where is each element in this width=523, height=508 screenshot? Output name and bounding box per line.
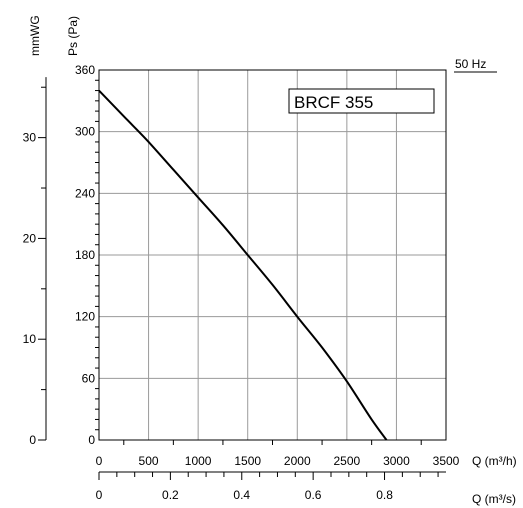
q-m3s-tick-label: 0.6 — [305, 488, 322, 502]
ps-tick-label: 120 — [75, 310, 95, 324]
mmwg-axis-label: mmWG — [28, 15, 42, 56]
q-m3h-tick-label: 500 — [139, 454, 159, 468]
q-m3s-axis-label: Q (m³/s) — [472, 492, 516, 506]
frequency-label: 50 Hz — [455, 57, 486, 71]
q-m3h-tick-label: 1000 — [185, 454, 212, 468]
curve-layer — [98, 89, 388, 441]
q-m3s-tick-label: 0 — [96, 488, 103, 502]
q-m3h-axis-label: Q (m³/h) — [472, 454, 517, 468]
ps-tick-label: 180 — [75, 248, 95, 262]
ps-axis-label: Ps (Pa) — [66, 16, 80, 56]
ps-tick-label: 0 — [88, 433, 95, 447]
model-label-box — [288, 88, 435, 114]
grid — [99, 70, 446, 440]
mmwg-tick-label: 20 — [23, 231, 37, 245]
mmwg-tick-label: 10 — [23, 332, 37, 346]
q-m3h-tick-label: 2000 — [284, 454, 311, 468]
q-m3h-tick-label: 3500 — [433, 454, 460, 468]
performance-curve — [98, 89, 388, 441]
mmwg-tick-label: 0 — [29, 433, 36, 447]
q-m3s-tick-label: 0.4 — [233, 488, 250, 502]
q-m3s-tick-label: 0.2 — [162, 488, 179, 502]
q-m3h-tick-label: 2500 — [334, 454, 361, 468]
q-m3h-tick-label: 0 — [96, 454, 103, 468]
ps-tick-label: 360 — [75, 63, 95, 77]
q-m3h-tick-label: 1500 — [234, 454, 261, 468]
q-m3h-tick-label: 3000 — [383, 454, 410, 468]
ps-tick-label: 240 — [75, 186, 95, 200]
mmwg-tick-label: 30 — [23, 131, 37, 145]
ps-tick-label: 300 — [75, 125, 95, 139]
model-label: BRCF 355 — [294, 93, 373, 112]
q-m3s-tick-label: 0.8 — [376, 488, 393, 502]
ps-tick-label: 60 — [82, 371, 96, 385]
